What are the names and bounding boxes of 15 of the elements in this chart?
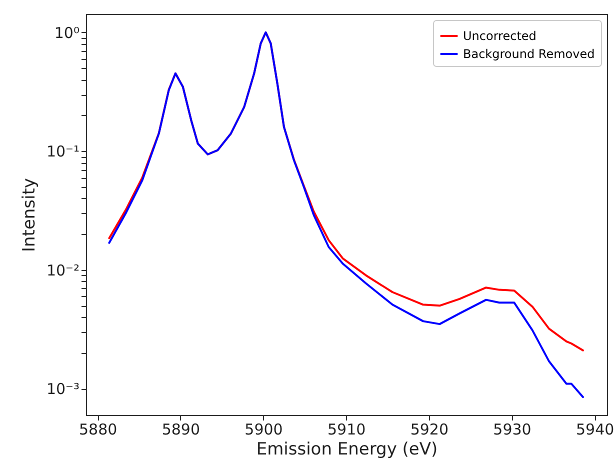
y-axis-title: Intensity — [19, 178, 40, 252]
x-tick-label: 5900 — [244, 420, 283, 438]
x-tick-label: 5910 — [327, 420, 366, 438]
x-tick-label: 5930 — [493, 420, 532, 438]
y-tick-label: 10⁻² — [46, 261, 80, 280]
legend-label: Uncorrected — [463, 29, 536, 43]
x-tick-label: 5890 — [162, 420, 200, 438]
x-tick-label: 5920 — [410, 420, 449, 438]
x-tick-label: 5880 — [79, 420, 118, 438]
x-tick-label: 5940 — [576, 420, 614, 438]
y-tick-label: 10⁻¹ — [46, 142, 80, 161]
y-tick-label: 10⁰ — [54, 24, 80, 42]
legend-label: Background Removed — [463, 47, 595, 61]
y-tick-label: 10⁻³ — [46, 380, 80, 398]
x-axis-title: Emission Energy (eV) — [256, 440, 438, 460]
